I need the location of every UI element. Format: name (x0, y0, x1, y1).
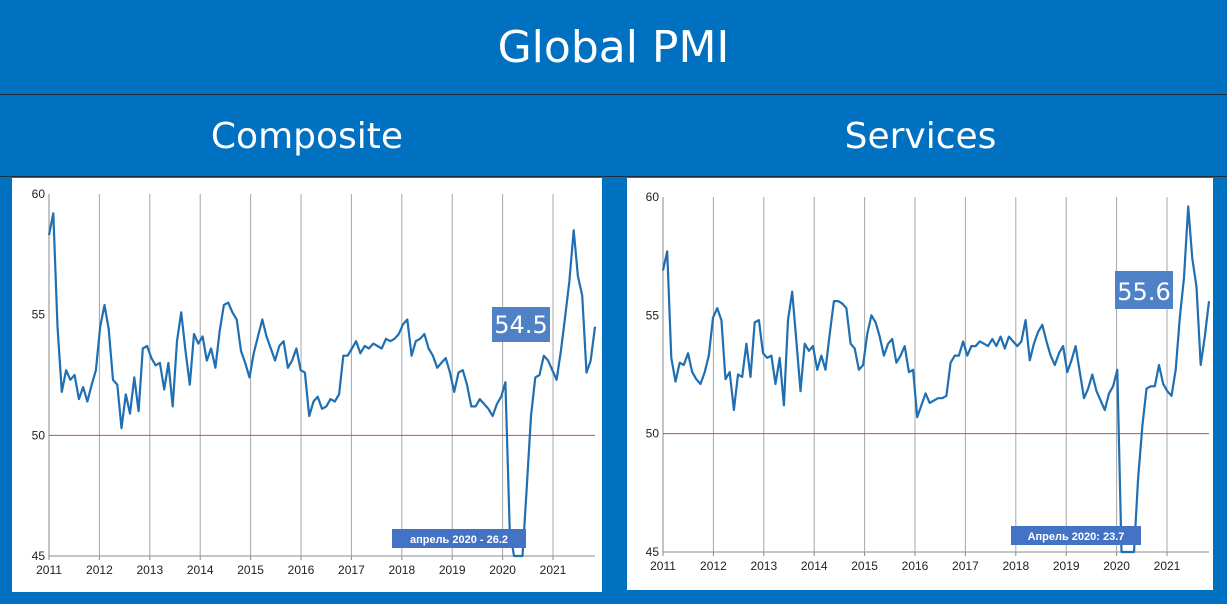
services-x-tick-label: 2016 (902, 559, 929, 573)
services-header: Services (614, 96, 1227, 177)
composite-x-tick-label: 2011 (36, 563, 62, 577)
composite-x-tick-label: 2017 (338, 563, 365, 577)
services-x-tick-label: 2017 (952, 559, 979, 573)
composite-last-value-box (492, 307, 550, 342)
composite-x-tick-label: 2016 (288, 563, 315, 577)
composite-x-tick-label: 2013 (136, 563, 163, 577)
services-last-value-box (1115, 271, 1173, 309)
services-x-tick-label: 2021 (1154, 559, 1181, 573)
services-x-tick-label: 2018 (1002, 559, 1029, 573)
composite-x-tick-label: 2021 (540, 563, 567, 577)
services-y-tick-label: 45 (646, 545, 660, 559)
page-title: Global PMI (497, 21, 730, 73)
services-last-value-label: 55.6 (1117, 278, 1170, 306)
composite-y-tick-label: 55 (32, 308, 46, 322)
services-x-tick-label: 2020 (1103, 559, 1130, 573)
services-x-tick-label: 2012 (700, 559, 727, 573)
services-chart-panel: 2011 2012 2013 2014 2015 2016 2017 2018 2019 2020… (627, 178, 1213, 590)
composite-y-tick-label: 60 (32, 187, 46, 201)
services-x-tick-label: 2014 (801, 559, 828, 573)
composite-x-tick-label: 2014 (187, 563, 214, 577)
composite-subtitle: Composite (210, 115, 404, 157)
composite-chart: 2011 2012 2013 2014 2015 2016 2017 2018 2019 2020… (32, 187, 597, 577)
services-subtitle: Services (844, 115, 997, 157)
services-y-tick-label: 55 (646, 308, 660, 322)
services-annotation: Апрель 2020: 23.7 (1028, 531, 1125, 543)
composite-series-line (47, 212, 597, 558)
composite-y-tick-label: 45 (32, 549, 46, 563)
composite-last-value-label: 54.5 (494, 311, 547, 339)
services-x-tick-label: 2011 (650, 559, 676, 573)
composite-header: Composite (0, 96, 614, 177)
services-y-tick-label: 50 (646, 427, 660, 441)
services-series-line (661, 205, 1211, 554)
composite-y-tick-label: 50 (32, 428, 46, 442)
services-annotation-box (1011, 526, 1141, 545)
services-x-tick-label: 2019 (1053, 559, 1080, 573)
title-band: Global PMI (0, 0, 1227, 95)
composite-annotation-box (392, 529, 526, 548)
composite-annotation: апрель 2020 - 26.2 (410, 534, 508, 546)
composite-chart-panel: 2011 2012 2013 2014 2015 2016 2017 2018 2019 2020… (12, 178, 602, 592)
services-chart: 2011 2012 2013 2014 2015 2016 2017 2018 2019 2020… (646, 190, 1211, 573)
composite-x-tick-label: 2019 (439, 563, 466, 577)
services-x-tick-label: 2015 (851, 559, 878, 573)
composite-x-tick-label: 2020 (489, 563, 516, 577)
composite-x-tick-label: 2015 (237, 563, 264, 577)
services-y-tick-label: 60 (646, 190, 660, 204)
composite-x-tick-label: 2018 (388, 563, 415, 577)
composite-x-tick-label: 2012 (86, 563, 113, 577)
services-x-tick-label: 2013 (750, 559, 777, 573)
